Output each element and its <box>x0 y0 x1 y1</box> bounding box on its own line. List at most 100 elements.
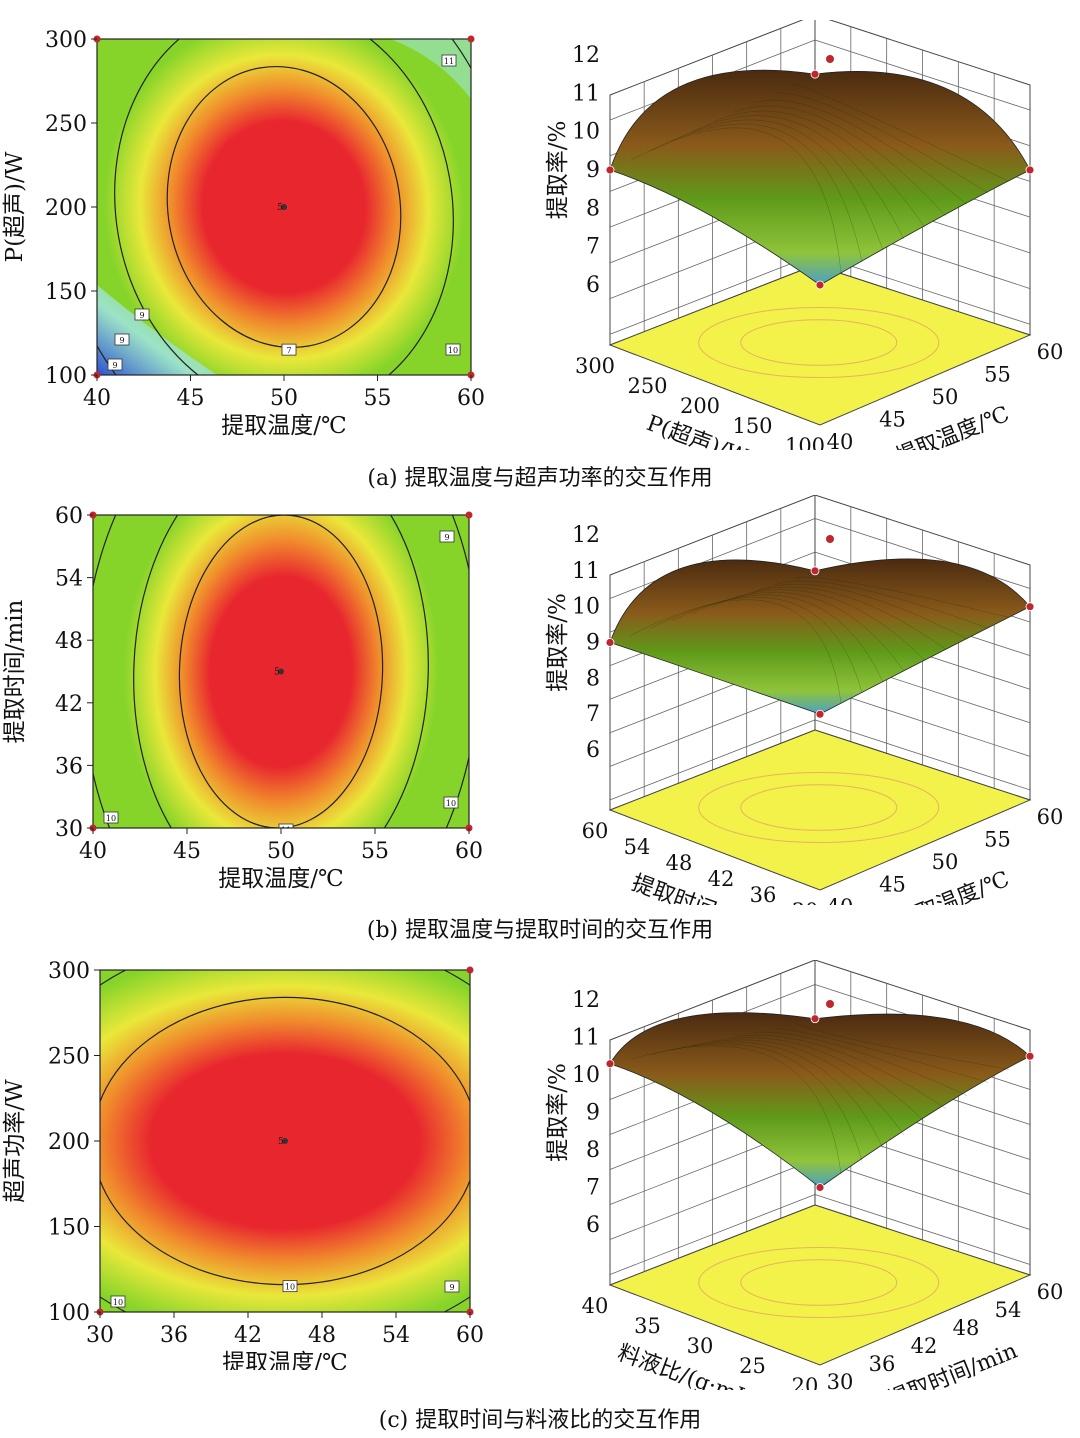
design-point <box>605 1059 615 1069</box>
axis2-tick-label: 40 <box>827 430 854 450</box>
contour-corner-tint <box>391 39 471 99</box>
contour-label-box <box>281 343 297 356</box>
design-point <box>1025 1051 1035 1061</box>
x-tick-label: 45 <box>173 839 201 864</box>
design-point <box>467 35 475 43</box>
surface-svg-b: 6 7 8 9 10 11 12 提取率/% 60 54 48 42 36 30 提取时间/min 40 45 5… <box>545 494 1064 941</box>
x-tick-label: 60 <box>455 839 483 864</box>
center-count-label: 5 <box>277 203 283 213</box>
contour-line <box>114 39 454 375</box>
design-point <box>605 638 615 647</box>
axis2-tick-label: 50 <box>932 850 959 874</box>
design-point <box>465 511 473 519</box>
contour-label: 11 <box>281 826 291 835</box>
surface-floor-contour <box>698 1247 940 1318</box>
x-axis-label: 提取温度/℃ <box>221 413 346 439</box>
surface-mesh-line <box>691 1039 905 1136</box>
y-tick-label: 150 <box>48 1216 90 1241</box>
contour-label: 10 <box>446 799 456 808</box>
axis2-tick-label: 36 <box>869 1352 896 1376</box>
surface-plot-c: 6 7 8 9 10 11 12 提取率/% 40 35 30 25 20 料液比/(g·mL⁻¹) 30 3… <box>540 959 1080 1421</box>
surface-grid-line <box>609 253 816 335</box>
surface-mesh-line <box>630 127 842 274</box>
surface-mesh-line <box>794 1023 1010 1070</box>
z-tick-label: 8 <box>586 1138 600 1163</box>
axis2-tick-label: 45 <box>879 408 906 432</box>
caption-b: (b) 提取温度与提取时间的交互作用 <box>366 918 714 943</box>
caption-c: (c) 提取时间与料液比的交互作用 <box>378 1408 702 1433</box>
surface-mesh-line <box>671 119 884 251</box>
z-tick-label: 7 <box>586 702 600 727</box>
y-tick-label: 200 <box>45 196 87 221</box>
z-tick-label: 12 <box>572 988 600 1013</box>
z-tick-label: 7 <box>586 1176 600 1201</box>
axis2-tick-label: 60 <box>1037 805 1064 829</box>
surface-grid-line <box>814 1194 1031 1265</box>
contour-label-box <box>282 1280 298 1293</box>
surface-plot-a: 6 7 8 9 10 11 12 提取率/% 300 250 200 150 100 P(超声)/W 40 4… <box>540 14 1080 471</box>
contour-label: 11 <box>444 57 454 66</box>
x-tick-label: 60 <box>456 1323 484 1348</box>
y-tick-label: 48 <box>55 629 83 654</box>
z-tick-label: 8 <box>586 196 600 221</box>
axis2-tick-label: 30 <box>827 1370 854 1390</box>
surface-mesh-line <box>712 110 926 228</box>
x-tick-label: 60 <box>457 386 485 411</box>
x-axis-label: 提取温度/℃ <box>218 866 343 892</box>
contour-label: 9 <box>444 533 449 542</box>
x-tick-label: 54 <box>382 1323 410 1348</box>
design-point <box>815 709 825 719</box>
axis2-tick-label: 55 <box>984 828 1011 852</box>
axis1-tick-label: 30 <box>792 899 819 905</box>
axis1-tick-label: 20 <box>792 1374 819 1390</box>
x-tick-label: 40 <box>83 386 111 411</box>
z-tick-label: 11 <box>572 1026 600 1051</box>
x-tick-label: 48 <box>308 1323 336 1348</box>
contour-plot-c: 10 11 10 9 5 30 36 42 48 54 60 100 150 200 250 300 提取温度/… <box>0 950 510 1376</box>
surface-mesh-line <box>794 83 1010 182</box>
design-point <box>810 566 820 576</box>
z-tick-label: 6 <box>586 1213 600 1238</box>
contour-plot-b: 11 9 10 10 9 5 40 45 50 55 60 30 36 42 48 54 60 提取温度/℃ 提取时… <box>0 495 510 905</box>
z-tick-label: 6 <box>586 273 600 298</box>
design-point <box>815 280 825 290</box>
surface-mesh-line <box>691 592 905 672</box>
surface-grid-line <box>814 1159 1031 1230</box>
center-count-label: 5 <box>274 668 280 678</box>
z-tick-label: 9 <box>586 631 600 656</box>
design-point <box>810 1014 820 1024</box>
axis1-tick-label: 42 <box>708 867 735 891</box>
design-point <box>810 69 820 79</box>
axis1-tick-label: 250 <box>627 374 667 398</box>
surface-plot-b: 6 7 8 9 10 11 12 提取率/% 60 54 48 42 36 30 提取时间/min 40 45 5… <box>540 494 1080 941</box>
surface-grid-line <box>609 1159 816 1240</box>
design-point <box>826 1000 834 1008</box>
surface-floor-contour <box>698 772 940 843</box>
design-point <box>1025 602 1035 612</box>
contour-label-box <box>441 54 457 67</box>
design-point <box>826 535 834 543</box>
axis2-tick-label: 48 <box>953 1316 980 1340</box>
surface-floor <box>608 729 1032 891</box>
axis1-tick-label: 25 <box>739 1354 766 1378</box>
z-tick-label: 9 <box>586 1101 600 1126</box>
contour-label-box <box>439 530 455 543</box>
axis2-tick-label: 54 <box>995 1298 1022 1322</box>
design-center-point <box>278 668 284 675</box>
surface-mesh-line <box>773 92 989 194</box>
surface-mesh-line <box>753 99 968 205</box>
surface-mesh-line <box>753 584 968 640</box>
contour-label: 9 <box>313 894 318 903</box>
contour-line <box>166 65 402 349</box>
z-tick-label: 11 <box>572 81 600 106</box>
surface-mesh-line <box>773 1027 989 1083</box>
surface-mesh-line <box>753 1031 968 1096</box>
surface-floor-contour <box>740 784 898 831</box>
caption-a: (a) 提取温度与超声功率的交互作用 <box>367 466 713 491</box>
surface-mesh-line <box>671 594 884 683</box>
x-tick-label: 30 <box>86 1323 114 1348</box>
axis2-label: 提取温度/℃ <box>892 402 1013 450</box>
surface-floor-contour <box>698 307 940 378</box>
x-tick-label: 42 <box>234 1323 262 1348</box>
